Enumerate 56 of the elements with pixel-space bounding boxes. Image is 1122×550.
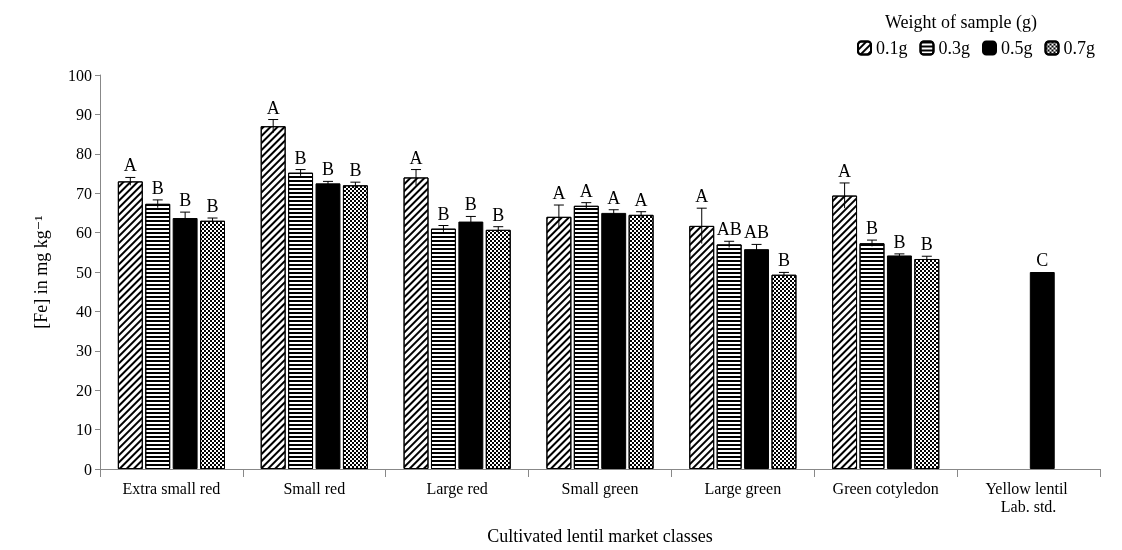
data-label: A bbox=[634, 189, 648, 210]
x-tick-label: Large red bbox=[426, 479, 488, 498]
x-tick-label: Extra small red bbox=[122, 479, 221, 497]
y-tick-label: 100 bbox=[68, 66, 92, 84]
bar bbox=[1029, 272, 1055, 469]
data-label: A bbox=[838, 160, 852, 181]
legend-label: 0.1g bbox=[876, 38, 908, 58]
data-label: A bbox=[409, 147, 423, 168]
data-label: B bbox=[893, 231, 906, 252]
bar bbox=[744, 249, 770, 469]
y-tick-label: 50 bbox=[76, 263, 92, 281]
legend-label: 0.7g bbox=[1063, 38, 1095, 58]
y-tick-label: 20 bbox=[76, 381, 92, 399]
y-tick-label: 90 bbox=[76, 105, 92, 123]
data-label: A bbox=[266, 97, 280, 118]
data-label: B bbox=[464, 194, 477, 215]
data-label: A bbox=[552, 183, 566, 204]
data-label: B bbox=[437, 203, 450, 224]
x-axis-title: Cultivated lentil market classes bbox=[487, 526, 713, 546]
y-tick-label: 10 bbox=[76, 421, 92, 439]
data-label: B bbox=[179, 190, 192, 211]
data-label: B bbox=[349, 160, 362, 181]
bar bbox=[458, 221, 484, 469]
x-tick-label: Large green bbox=[704, 479, 782, 498]
bar bbox=[601, 212, 627, 469]
y-tick-label: 40 bbox=[76, 302, 92, 320]
data-label: B bbox=[866, 218, 879, 239]
y-tick-label: 70 bbox=[76, 184, 92, 202]
data-label: C bbox=[1036, 250, 1049, 270]
x-tick-label: Small red bbox=[283, 479, 346, 497]
bar bbox=[315, 183, 341, 469]
legend-label: 0.3g bbox=[938, 38, 970, 58]
x-tick-label: Yellow lentil Lab. std. bbox=[985, 479, 1072, 515]
y-axis-title: [Fe] in mg kg⁻¹ bbox=[31, 215, 51, 329]
legend-label: 0.5g bbox=[1001, 38, 1033, 58]
y-tick-label: 0 bbox=[84, 460, 92, 478]
data-label: B bbox=[920, 234, 933, 255]
data-label: B bbox=[151, 177, 164, 198]
data-label: AB bbox=[744, 222, 770, 243]
bar bbox=[886, 255, 912, 469]
data-label: B bbox=[777, 250, 790, 271]
data-label: AB bbox=[716, 219, 742, 240]
data-label: A bbox=[695, 186, 709, 207]
legend-title: Weight of sample (g) bbox=[884, 12, 1038, 33]
y-tick-label: 60 bbox=[76, 224, 92, 242]
data-label: B bbox=[206, 196, 219, 217]
data-label: A bbox=[579, 180, 593, 201]
data-label: B bbox=[294, 147, 307, 168]
data-label: A bbox=[607, 187, 621, 208]
x-tick-label: Small green bbox=[561, 479, 639, 498]
y-tick-label: 30 bbox=[76, 342, 92, 360]
data-label: A bbox=[123, 155, 137, 176]
data-label: B bbox=[492, 204, 505, 225]
x-tick-label: Green cotyledon bbox=[832, 479, 939, 498]
y-tick-label: 80 bbox=[76, 145, 92, 163]
data-label: B bbox=[321, 159, 334, 180]
